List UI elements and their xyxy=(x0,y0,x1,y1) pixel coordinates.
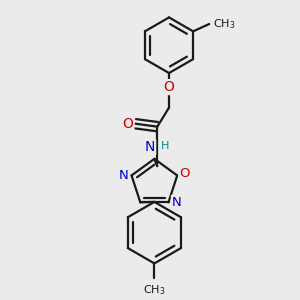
Text: O: O xyxy=(123,117,134,131)
Text: H: H xyxy=(161,141,170,151)
Text: N: N xyxy=(145,140,155,154)
Text: CH$_3$: CH$_3$ xyxy=(213,17,235,31)
Text: N: N xyxy=(172,196,182,209)
Text: N: N xyxy=(118,169,128,182)
Text: O: O xyxy=(164,80,175,94)
Text: CH$_3$: CH$_3$ xyxy=(143,283,166,297)
Text: O: O xyxy=(179,167,190,181)
